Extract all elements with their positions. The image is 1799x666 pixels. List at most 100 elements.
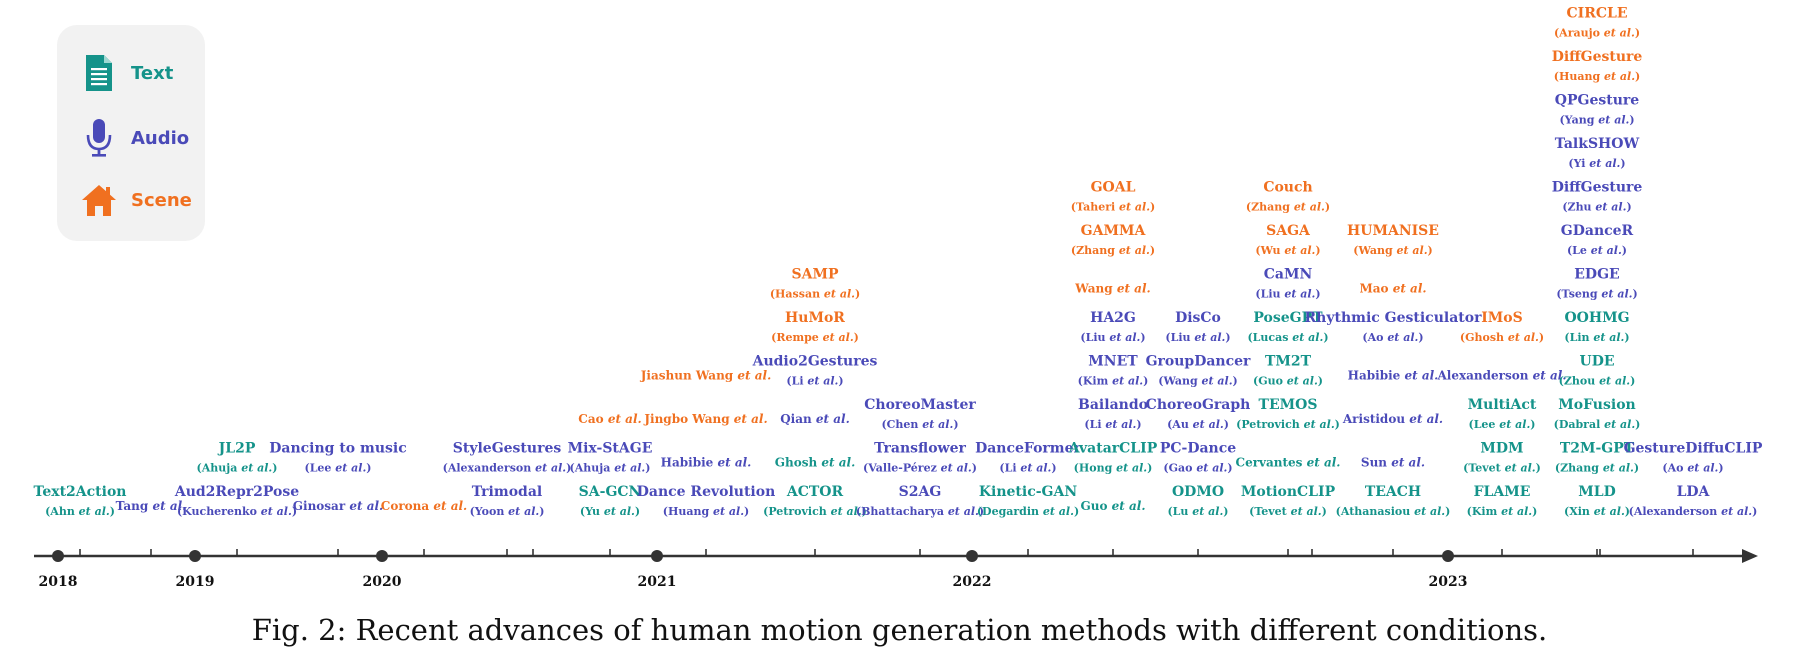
method-entry: Ginosar et al. xyxy=(293,499,383,513)
method-title: FLAME xyxy=(1474,484,1531,500)
method-entry: Cervantes et al. xyxy=(1236,456,1341,470)
method-entry: IMoS (Ghosh et al.) xyxy=(1460,310,1544,344)
method-title: SA-GCN xyxy=(579,484,642,500)
method-entry: JL2P (Ahuja et al.) xyxy=(197,441,278,475)
method-authors: (Chen et al.) xyxy=(881,418,958,431)
method-title: CaMN xyxy=(1264,267,1313,283)
microphone-icon xyxy=(79,116,119,160)
method-title: LDA xyxy=(1677,484,1711,500)
author-name: (Petrovich xyxy=(1236,418,1304,431)
method-authors: (Huang et al.) xyxy=(1554,70,1641,83)
author-name: (Liu xyxy=(1080,331,1109,344)
year-label: 2020 xyxy=(363,574,402,590)
method-title: GestureDiffuCLIP xyxy=(1624,441,1763,457)
method-authors: Wang et al. xyxy=(1074,282,1150,296)
author-name: (Au xyxy=(1167,418,1193,431)
method-entry: StyleGestures (Alexanderson et al.) xyxy=(443,441,572,475)
author-name: (Wu xyxy=(1255,244,1284,257)
method-entry: GAMMA (Zhang et al.) xyxy=(1071,223,1155,257)
method-entry: Habibie et al. xyxy=(1348,369,1439,383)
author-name: (Li xyxy=(1084,418,1105,431)
method-title: Aud2Repr2Pose xyxy=(174,484,299,500)
author-name: (Chen xyxy=(881,418,922,431)
method-title: GOAL xyxy=(1091,180,1136,196)
year-dot xyxy=(1442,550,1454,562)
author-name: Cervantes xyxy=(1236,456,1307,470)
method-entry: EDGE (Tseng et al.) xyxy=(1556,267,1637,301)
method-authors: (Valle-Pérez et al.) xyxy=(863,462,977,475)
method-authors: Habibie et al. xyxy=(1348,369,1439,383)
method-entry: UDE (Zhou et al.) xyxy=(1559,354,1636,388)
method-authors: (Zhang et al.) xyxy=(1555,462,1639,475)
method-title: JL2P xyxy=(217,441,256,457)
method-authors: (Rempe et al.) xyxy=(771,331,859,344)
method-title: MNET xyxy=(1088,354,1138,370)
method-entry: HuMoR (Rempe et al.) xyxy=(771,310,859,344)
method-entry: Ghosh et al. xyxy=(775,456,856,470)
year-label: 2021 xyxy=(638,574,677,590)
method-entry: GOAL (Taheri et al.) xyxy=(1071,180,1156,214)
method-authors: (Li et al.) xyxy=(999,462,1056,475)
year-label: 2018 xyxy=(39,574,78,590)
method-authors: (Tseng et al.) xyxy=(1556,288,1637,301)
author-name: (Ahuja xyxy=(570,462,615,475)
author-name: (Kim xyxy=(1078,375,1112,388)
author-name: (Yi xyxy=(1568,157,1589,170)
author-name: (Ahn xyxy=(45,505,79,518)
author-name: (Tseng xyxy=(1556,288,1601,301)
method-entry: ChoreoGraph (Au et al.) xyxy=(1146,397,1251,431)
method-entry: Alexanderson et al. xyxy=(1436,369,1566,383)
method-entry: Text2Action (Ahn et al.) xyxy=(34,484,127,518)
method-title: S2AG xyxy=(899,484,942,500)
method-title: HA2G xyxy=(1090,310,1136,326)
method-authors: (Hong et al.) xyxy=(1074,462,1153,475)
method-title: GroupDancer xyxy=(1146,354,1251,370)
method-authors: (Yang et al.) xyxy=(1559,114,1634,127)
method-entry: TEMOS (Petrovich et al.) xyxy=(1236,397,1340,431)
author-name: Cao xyxy=(578,412,608,426)
author-name: Jingbo Wang xyxy=(643,412,733,426)
method-authors: Mao et al. xyxy=(1359,282,1426,296)
author-name: (Zhu xyxy=(1562,201,1595,214)
author-name: (Athanasiou xyxy=(1336,505,1414,518)
method-authors: (Lu et al.) xyxy=(1167,505,1228,518)
method-authors: (Petrovich et al.) xyxy=(763,505,867,518)
method-authors: Corona et al. xyxy=(381,499,467,513)
method-authors: (Li et al.) xyxy=(1084,418,1141,431)
author-name: Jiashun Wang xyxy=(640,369,738,383)
author-name: (Lucas xyxy=(1247,331,1292,344)
method-entry: Couch (Zhang et al.) xyxy=(1246,180,1330,214)
method-title: ChoreoGraph xyxy=(1146,397,1251,413)
method-authors: Guo et al. xyxy=(1080,499,1145,513)
method-authors: (Yi et al.) xyxy=(1568,157,1625,170)
method-title: Couch xyxy=(1263,180,1312,196)
method-title: GDanceR xyxy=(1561,223,1634,239)
author-name: (Gao xyxy=(1163,462,1196,475)
method-entry: Rhythmic Gesticulator (Ao et al.) xyxy=(1305,310,1483,344)
author-name: (Valle-Pérez xyxy=(863,462,941,475)
method-entry: Audio2Gestures (Li et al.) xyxy=(752,354,878,388)
author-name: (Bhattacharya xyxy=(856,505,948,518)
author-name: (Guo xyxy=(1253,375,1287,388)
author-name: (Yoon xyxy=(470,505,509,518)
author-name: (Wang xyxy=(1158,375,1201,388)
author-name: (Tevet xyxy=(1463,462,1504,475)
method-title: OOHMG xyxy=(1564,310,1629,326)
method-authors: (Yu et al.) xyxy=(580,505,640,518)
method-entry: ACTOR (Petrovich et al.) xyxy=(763,484,867,518)
method-entry: MDM (Tevet et al.) xyxy=(1463,441,1541,475)
method-entry: SAMP (Hassan et al.) xyxy=(770,267,860,301)
method-entry: GDanceR (Le et al.) xyxy=(1561,223,1634,257)
method-authors: (Tevet et al.) xyxy=(1249,505,1327,518)
method-authors: (Ahn et al.) xyxy=(45,505,115,518)
method-authors: (Athanasiou et al.) xyxy=(1336,505,1451,518)
method-authors: (Ao et al.) xyxy=(1662,462,1723,475)
author-name: Habibie xyxy=(661,456,718,470)
author-name: (Lin xyxy=(1564,331,1593,344)
method-entry: Wang et al. xyxy=(1074,282,1150,296)
method-title: HUMANISE xyxy=(1347,223,1439,239)
method-authors: (Degardin et al.) xyxy=(977,505,1079,518)
method-entry: MNET (Kim et al.) xyxy=(1078,354,1149,388)
method-entry: Jingbo Wang et al. xyxy=(643,412,767,426)
method-title: StyleGestures xyxy=(453,441,562,457)
